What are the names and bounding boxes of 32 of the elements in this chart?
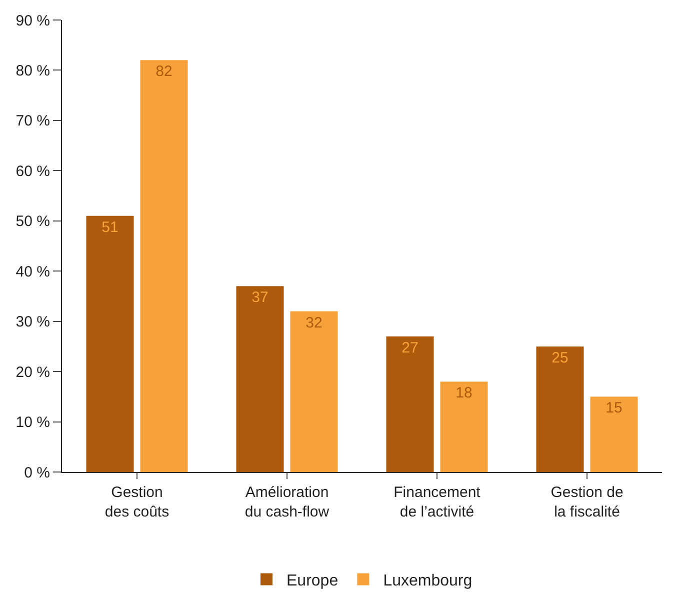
bar	[590, 396, 638, 472]
bar	[386, 336, 434, 472]
bar	[440, 382, 488, 472]
data-label: 27	[402, 339, 418, 356]
y-tick-label: 0 %	[24, 464, 50, 482]
x-tick-label: Amélioration du cash-flow	[244, 484, 330, 520]
y-tick-label: 60 %	[16, 162, 50, 180]
y-tick-label: 70 %	[16, 112, 50, 130]
bar	[140, 60, 188, 472]
x-tick-label: Financement de l’activité	[394, 484, 482, 520]
bar	[536, 346, 584, 472]
y-tick-label: 50 %	[16, 213, 50, 230]
y-tick-label: 90 %	[16, 12, 50, 30]
bar	[236, 286, 284, 472]
bar	[290, 311, 338, 472]
data-label: 82	[156, 63, 172, 80]
legend-label: Luxembourg	[383, 572, 472, 590]
data-label: 18	[456, 384, 472, 402]
data-label: 15	[606, 400, 622, 417]
legend-label: Europe	[286, 572, 338, 590]
x-tick-label: Gestion des coûts	[104, 484, 170, 520]
bar	[86, 216, 134, 472]
y-tick-label: 30 %	[16, 314, 50, 331]
y-tick-label: 20 %	[16, 364, 50, 381]
y-tick-label: 10 %	[16, 414, 50, 432]
x-tick-label: Gestion de la fiscalité	[550, 484, 624, 520]
y-tick-label: 80 %	[16, 62, 50, 80]
data-label: 32	[306, 314, 322, 332]
y-tick-label: 40 %	[16, 263, 50, 280]
data-label: 25	[552, 349, 568, 366]
data-label: 37	[252, 289, 268, 306]
data-label: 51	[102, 218, 118, 236]
